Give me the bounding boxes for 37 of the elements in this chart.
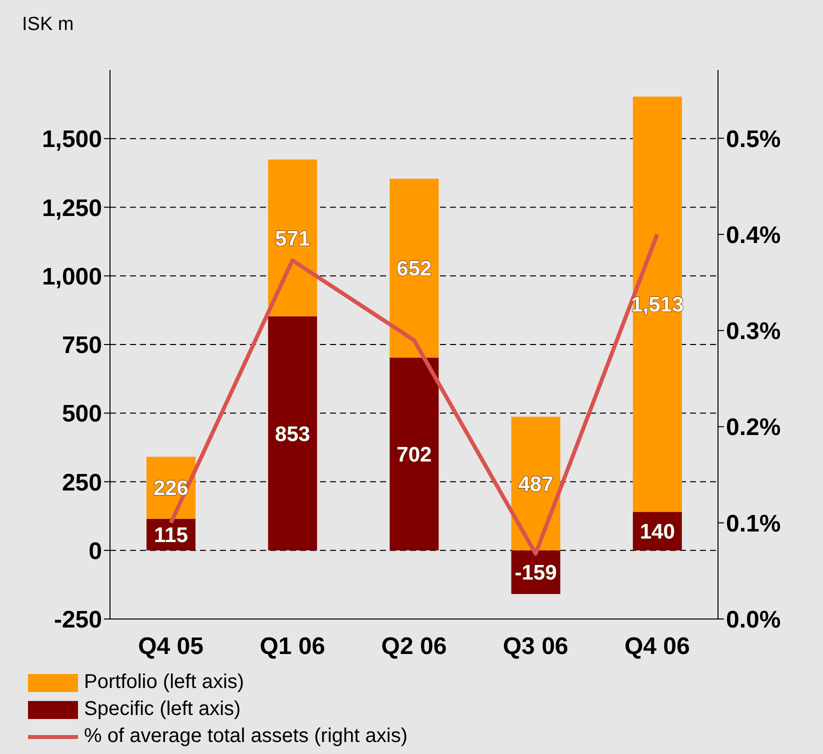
bar bbox=[632, 96, 682, 512]
data-label: 853 bbox=[275, 422, 310, 446]
legend-label: Specific (left axis) bbox=[84, 697, 241, 722]
data-label: -159 bbox=[514, 562, 557, 585]
y-tick-label: 750 bbox=[62, 332, 102, 360]
bar bbox=[390, 178, 439, 358]
y2-tick-label: 0.2% bbox=[726, 414, 781, 442]
data-label: 226 bbox=[153, 477, 189, 500]
y2-tick-label: 0.5% bbox=[726, 126, 781, 153]
data-label: 140 bbox=[640, 520, 675, 544]
legend-label: Portfolio (left axis) bbox=[84, 670, 244, 695]
x-tick-label: Q4 06 bbox=[624, 633, 690, 660]
bar bbox=[268, 159, 318, 316]
y-tick-label: -250 bbox=[54, 606, 102, 634]
data-label: 487 bbox=[518, 472, 554, 496]
y2-tick-label: 0.1% bbox=[726, 510, 781, 538]
x-tick-label: Q4 05 bbox=[138, 633, 204, 660]
y-tick-label: 1,000 bbox=[42, 263, 102, 290]
y-tick-label: 1,500 bbox=[42, 126, 102, 154]
data-label: 702 bbox=[396, 443, 432, 466]
data-label: 652 bbox=[396, 258, 432, 281]
bar bbox=[390, 358, 439, 550]
y-tick-label: 1,250 bbox=[42, 194, 102, 222]
legend-label: % of average total assets (right axis) bbox=[84, 724, 408, 749]
text: ISK m bbox=[22, 14, 74, 36]
x-tick-label: Q3 06 bbox=[502, 633, 568, 660]
x-tick-label: Q2 06 bbox=[381, 633, 447, 660]
y2-tick-label: 0.0% bbox=[726, 606, 781, 634]
x-tick-label: Q1 06 bbox=[260, 633, 326, 660]
y2-tick-label: 0.4% bbox=[726, 222, 781, 249]
data-label: 571 bbox=[275, 227, 310, 250]
bar bbox=[268, 316, 318, 550]
y-tick-label: 0 bbox=[88, 538, 102, 565]
y-tick-label: 500 bbox=[62, 400, 102, 428]
y2-tick-label: 0.3% bbox=[726, 318, 781, 346]
y-tick-label: 250 bbox=[62, 469, 102, 496]
data-label: 115 bbox=[154, 524, 188, 548]
